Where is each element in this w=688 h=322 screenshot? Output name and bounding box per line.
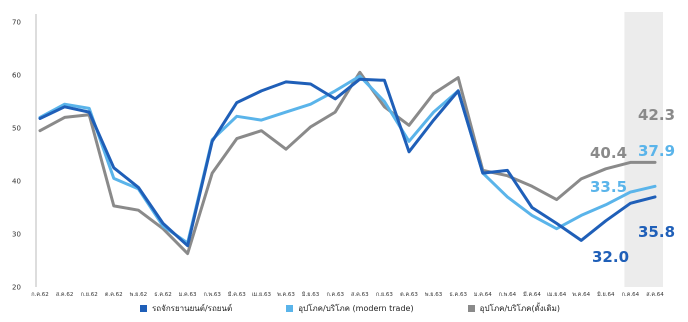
x-tick-label: ม.ค.64 [474, 292, 492, 298]
x-tick-label: ส.ค.64 [646, 291, 664, 298]
x-tick-label: ก.ค.64 [622, 292, 640, 298]
legend-swatch-traditional [467, 305, 475, 312]
x-tick-label: ธ.ค.62 [154, 291, 172, 298]
annotation-label: 35.8 [638, 223, 675, 241]
x-tick-label: ก.ค.62 [31, 292, 49, 298]
x-tick-label: มิ.ย.64 [597, 291, 615, 298]
series-line-traditional [38, 70, 657, 256]
annotation-label: 32.0 [592, 248, 629, 266]
annotation-label: 42.3 [638, 106, 675, 124]
x-tick-label: ต.ค.63 [400, 292, 418, 298]
y-tick-label: 60 [12, 72, 21, 80]
legend-swatch-motor [140, 305, 147, 312]
legend-item-traditional: อุปโภค/บริโภค(ดั้งเดิม) [467, 302, 560, 315]
x-tick-label: พ.ย.63 [425, 292, 443, 298]
x-tick-label: ม.ค.63 [179, 292, 197, 298]
series-line-modern-trade [38, 74, 657, 245]
annotation-label: 40.4 [590, 144, 627, 162]
x-tick-label: ส.ค.63 [351, 291, 369, 298]
x-tick-label: ธ.ค.63 [449, 291, 467, 298]
series-line-motor [38, 77, 657, 248]
x-tick-label: ก.ย.63 [376, 292, 394, 298]
legend-item-modern-trade: อุปโภค/บริโภค (modern trade) [286, 302, 414, 315]
y-tick-label: 70 [12, 19, 21, 27]
legend-label-modern-trade: อุปโภค/บริโภค (modern trade) [298, 304, 414, 313]
x-tick-label: พ.ค.63 [277, 292, 295, 298]
y-tick-label: 40 [12, 178, 21, 186]
legend-swatch-modern-trade [286, 305, 294, 312]
x-tick-label: ส.ค.62 [56, 291, 74, 298]
x-tick-label: เม.ย.63 [252, 292, 272, 298]
annotation-label: 33.5 [590, 178, 627, 196]
x-tick-label: มี.ค.64 [523, 291, 542, 298]
y-tick-label: 30 [12, 231, 21, 239]
y-tick-label: 50 [12, 125, 21, 133]
legend-item-motor: รถจักรยานยนต์/รถยนต์ [140, 302, 232, 315]
x-tick-label: ต.ค.62 [105, 292, 123, 298]
annotation-label: 37.9 [638, 142, 675, 160]
x-tick-label: ก.ค.63 [326, 292, 344, 298]
y-tick-label: 20 [12, 284, 21, 292]
highlight-band [624, 12, 663, 287]
x-tick-label: พ.ค.64 [572, 292, 590, 298]
x-tick-label: พ.ย.62 [130, 292, 147, 298]
x-tick-label: ก.ย.62 [81, 292, 98, 298]
x-tick-label: เม.ย.64 [547, 292, 567, 298]
x-tick-label: ก.พ.63 [203, 292, 221, 298]
x-tick-label: มี.ค.63 [228, 291, 247, 298]
x-tick-label: มิ.ย.63 [302, 291, 320, 298]
legend: รถจักรยานยนต์/รถยนต์ อุปโภค/บริโภค (mode… [140, 302, 560, 315]
x-tick-label: ก.พ.64 [499, 292, 517, 298]
legend-label-motor: รถจักรยานยนต์/รถยนต์ [152, 304, 233, 313]
legend-label-traditional: อุปโภค/บริโภค(ดั้งเดิม) [479, 304, 560, 313]
